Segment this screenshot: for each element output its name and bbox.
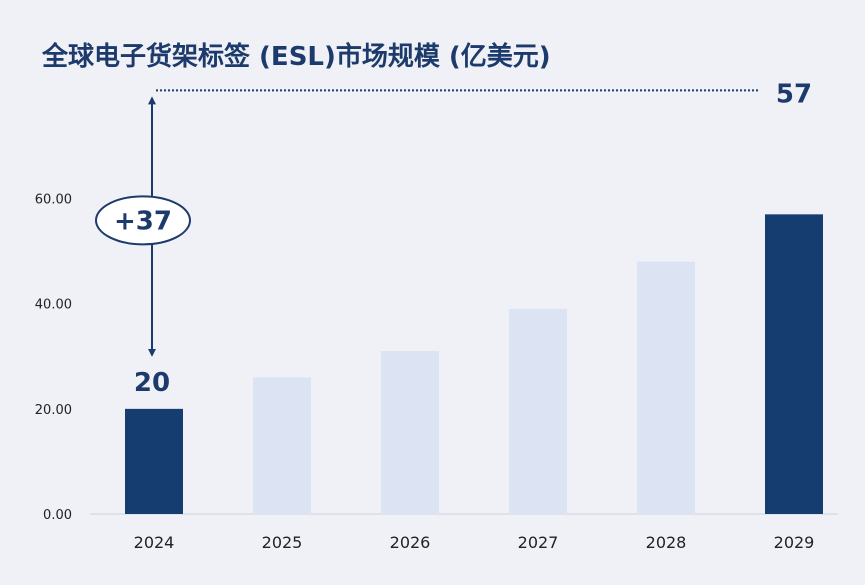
chart-title: 全球电子货架标签 (ESL)市场规模 (亿美元): [42, 42, 551, 72]
x-tick-label: 2026: [390, 533, 431, 552]
y-tick-label: 0.00: [43, 508, 72, 523]
y-tick-label: 40.00: [35, 298, 72, 313]
y-axis: 0.00 20.00 40.00 60.00: [35, 193, 72, 523]
bar-2025: [253, 377, 311, 514]
growth-label: +37: [114, 206, 172, 236]
start-value-label: 20: [134, 368, 170, 398]
x-tick-label: 2027: [518, 533, 559, 552]
growth-ellipse: [95, 195, 191, 246]
end-value-label: 57: [776, 79, 812, 109]
bar-2026: [381, 351, 439, 514]
x-axis: 2024 2025 2026 2027 2028 2029: [134, 533, 815, 552]
bar-2024: [125, 408, 183, 514]
x-tick-label: 2025: [262, 533, 303, 552]
x-tick-label: 2029: [774, 533, 815, 552]
bar-2029: [765, 214, 823, 515]
y-tick-label: 20.00: [35, 403, 72, 418]
bar-2028: [637, 261, 695, 514]
bar-2027: [509, 308, 567, 514]
bars: [125, 214, 823, 515]
x-tick-label: 2024: [134, 533, 175, 552]
y-tick-label: 60.00: [35, 193, 72, 208]
x-tick-label: 2028: [646, 533, 687, 552]
annotations: +37 20 57: [95, 79, 812, 398]
